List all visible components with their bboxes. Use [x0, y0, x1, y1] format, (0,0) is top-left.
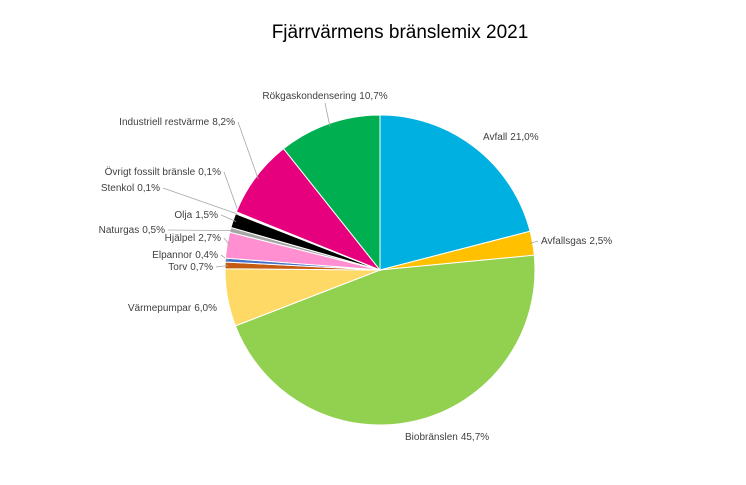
data-label: Övrigt fossilt bränsle 0,1% [105, 166, 221, 178]
data-label: Rökgaskondensering 10,7% [262, 91, 387, 102]
value-label: 0,4% [195, 250, 218, 261]
category-label: Elpannor [152, 250, 193, 261]
pie-slice [379, 114, 531, 271]
data-label: Värmepumpar 6,0% [128, 303, 217, 314]
category-label: Övrigt fossilt bränsle [105, 166, 196, 178]
category-label: Torv [168, 262, 187, 273]
category-label: Värmepumpar [128, 303, 192, 314]
value-label: 8,2% [212, 117, 235, 128]
leader-line [220, 254, 229, 261]
category-label: Hjälpel [165, 233, 196, 244]
value-label: 21,0% [510, 132, 538, 143]
data-label: Avfallsgas 2,5% [541, 236, 612, 247]
value-label: 1,5% [195, 210, 218, 221]
value-label: 0,5% [142, 225, 165, 236]
category-label: Stenkol [101, 183, 134, 194]
category-label: Avfall [483, 132, 507, 143]
leader-line [237, 121, 259, 180]
leader-line [220, 214, 237, 222]
data-label: Stenkol 0,1% [101, 183, 160, 194]
leader-line [162, 187, 239, 215]
leader-line [529, 240, 539, 245]
category-label: Biobränslen [405, 432, 458, 443]
category-label: Naturgas [99, 225, 140, 236]
value-label: 10,7% [359, 91, 387, 102]
value-label: 2,7% [198, 233, 221, 244]
category-label: Industriell restvärme [119, 117, 209, 128]
value-label: 6,0% [194, 303, 217, 314]
data-label: Avfall 21,0% [483, 132, 539, 143]
category-label: Rökgaskondensering [262, 91, 356, 102]
data-label: Torv 0,7% [168, 262, 213, 273]
category-label: Olja [174, 210, 192, 221]
pie-slice [234, 254, 536, 426]
category-label: Avfallsgas [541, 236, 586, 247]
data-label: Industriell restvärme 8,2% [119, 117, 235, 128]
value-label: 0,1% [198, 167, 221, 178]
leader-line [223, 171, 240, 214]
leader-line [223, 237, 231, 246]
value-label: 0,1% [137, 183, 160, 194]
data-label: Olja 1,5% [174, 210, 218, 221]
leader-line [167, 229, 234, 232]
data-label: Elpannor 0,4% [152, 250, 218, 261]
data-label: Hjälpel 2,7% [165, 233, 221, 244]
leader-line [324, 102, 331, 127]
value-label: 45,7% [461, 432, 489, 443]
data-label: Naturgas 0,5% [99, 225, 165, 236]
chart-title: Fjärrvärmens bränslemix 2021 [272, 22, 529, 43]
leader-line [215, 265, 229, 268]
value-label: 2,5% [589, 236, 612, 247]
data-label: Biobränslen 45,7% [405, 432, 489, 443]
value-label: 0,7% [190, 262, 213, 273]
